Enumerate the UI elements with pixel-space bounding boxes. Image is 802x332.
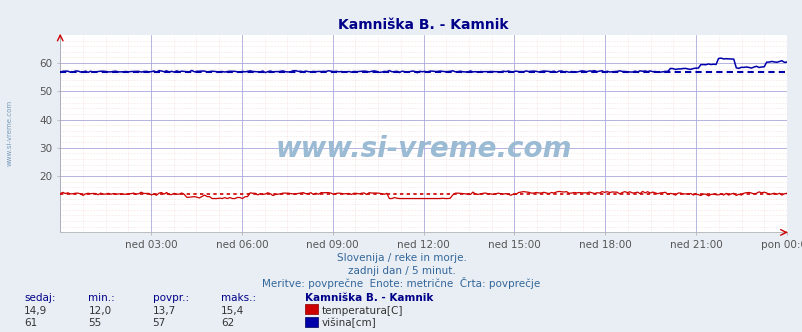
Text: 61: 61	[24, 318, 38, 328]
Text: 62: 62	[221, 318, 234, 328]
Text: Kamniška B. - Kamnik: Kamniška B. - Kamnik	[305, 293, 433, 303]
Text: višina[cm]: višina[cm]	[321, 318, 375, 328]
Text: Meritve: povprečne  Enote: metrične  Črta: povprečje: Meritve: povprečne Enote: metrične Črta:…	[262, 277, 540, 289]
Text: min.:: min.:	[88, 293, 115, 303]
Text: 55: 55	[88, 318, 102, 328]
Text: 15,4: 15,4	[221, 306, 244, 316]
Text: 13,7: 13,7	[152, 306, 176, 316]
Text: 57: 57	[152, 318, 166, 328]
Text: www.si-vreme.com: www.si-vreme.com	[6, 100, 13, 166]
Text: 12,0: 12,0	[88, 306, 111, 316]
Text: www.si-vreme.com: www.si-vreme.com	[275, 135, 571, 163]
Text: povpr.:: povpr.:	[152, 293, 188, 303]
Text: sedaj:: sedaj:	[24, 293, 55, 303]
Text: zadnji dan / 5 minut.: zadnji dan / 5 minut.	[347, 266, 455, 276]
Text: 14,9: 14,9	[24, 306, 47, 316]
Text: temperatura[C]: temperatura[C]	[321, 306, 402, 316]
Text: maks.:: maks.:	[221, 293, 256, 303]
Text: Slovenija / reke in morje.: Slovenija / reke in morje.	[336, 253, 466, 263]
Title: Kamniška B. - Kamnik: Kamniška B. - Kamnik	[338, 18, 508, 32]
